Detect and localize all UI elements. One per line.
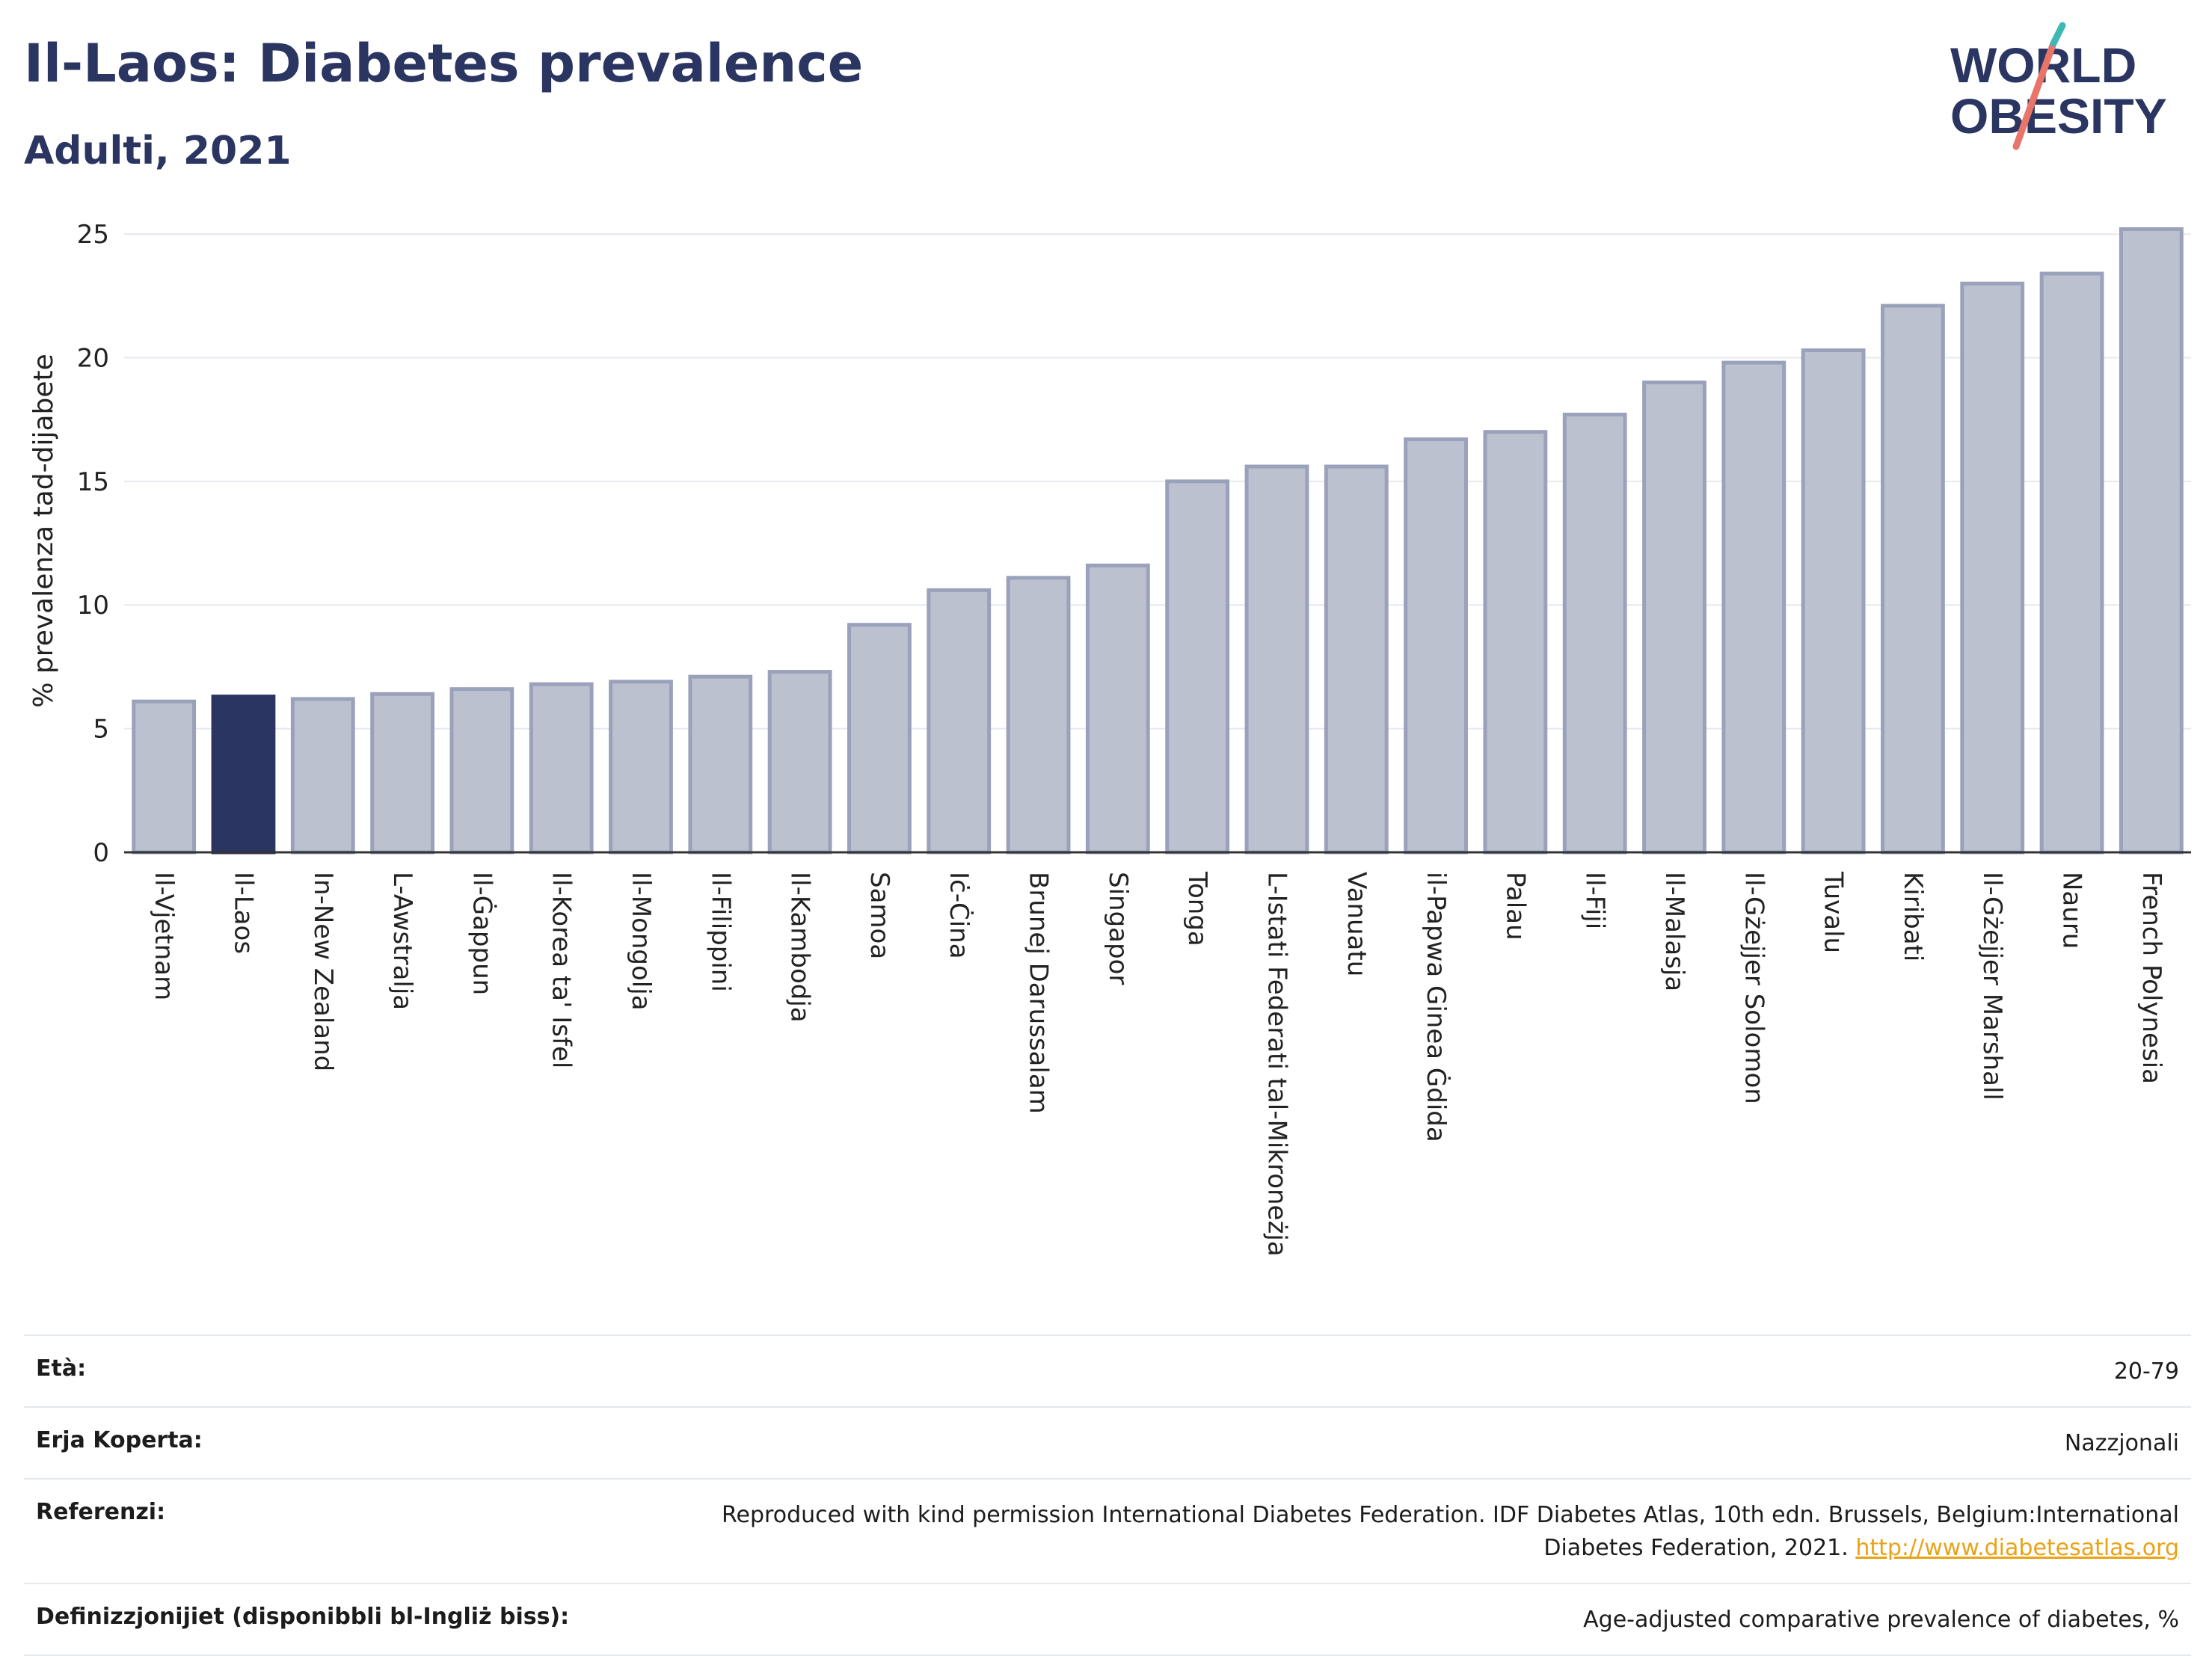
references-label: Referenzi:	[36, 1499, 166, 1525]
x-tick-label: In-New Zealand	[308, 872, 338, 1071]
bar	[1006, 576, 1071, 855]
references-value: Reproduced with kind permission Internat…	[624, 1499, 2179, 1565]
bar-chart: 0 5 10 15 20 25 Il-Vjetnam Il-Laos In-New Zealan…	[28, 220, 2191, 1257]
y-tick-label: 25	[77, 220, 109, 250]
x-tick-label: Il-Ġappun	[467, 872, 497, 995]
y-tick-label: 15	[77, 467, 109, 497]
logo-slash	[2012, 40, 2057, 150]
chart-subtitle: Adulti, 2021	[24, 129, 292, 173]
bar	[1483, 430, 1548, 855]
bar	[290, 697, 355, 855]
x-tick-label: Kiribati	[1898, 872, 1928, 961]
x-tick-label: Vanuatu	[1342, 872, 1371, 976]
area-label: Erja Koperta:	[36, 1427, 203, 1453]
x-tick-label: Brunej Darussalam	[1024, 872, 1054, 1114]
y-tick-label: 20	[77, 343, 109, 373]
x-tick-label: French Polynesia	[2136, 872, 2166, 1084]
x-tick-label: Il-Korea ta' Isfel	[547, 872, 577, 1068]
x-tick-label: Nauru	[2057, 872, 2087, 949]
world-obesity-logo: WORLD OBESITY	[1950, 22, 2167, 150]
info-row-age: Età: 20-79	[24, 1335, 2191, 1406]
y-tick-label: 10	[77, 591, 109, 621]
chart-title: Il-Laos: Diabetes prevalence	[24, 33, 864, 94]
logo-slash-top	[2050, 22, 2066, 47]
x-tick-label: Tonga	[1182, 871, 1212, 946]
logo-word-obesity: OBESITY	[1950, 88, 2167, 144]
x-tick-label: Singapor	[1103, 872, 1133, 985]
x-tick-label: il-Papwa Ginea Ġdida	[1421, 872, 1451, 1142]
info-table: Età: 20-79 Erja Koperta: Nazzjonali Refe…	[24, 1335, 2191, 1656]
y-axis-title: % prevalenza tad-dijabete	[28, 354, 59, 708]
x-tick-label: Il-Laos	[228, 872, 258, 954]
info-row-area: Erja Koperta: Nazzjonali	[24, 1406, 2191, 1478]
x-tick-label: Il-Vjetnam	[149, 872, 179, 1000]
bar	[1801, 348, 1866, 855]
bar	[767, 670, 832, 855]
bar	[1642, 381, 1706, 855]
y-tick-label: 5	[93, 715, 109, 745]
x-tick-label: L-Istati Federati tal-Mikroneżja	[1262, 872, 1291, 1257]
bar	[1165, 479, 1230, 855]
definition-label: Definizzjonijiet (disponibbli bl-Ingliż …	[36, 1604, 570, 1630]
info-row-references: Referenzi: Reproduced with kind permissi…	[24, 1478, 2191, 1583]
x-tick-label: Tuvalu	[1819, 871, 1849, 953]
bar	[211, 695, 276, 855]
definition-value: Age-adjusted comparative prevalence of d…	[1583, 1607, 2179, 1633]
bar	[927, 588, 992, 855]
y-tick-label: 0	[93, 838, 109, 868]
bar	[847, 623, 912, 855]
bar	[1085, 563, 1150, 855]
x-tick-label: Il-Fiji	[1580, 872, 1610, 929]
bar	[1324, 464, 1389, 855]
x-tick-label: Iċ-Ċina	[944, 872, 974, 959]
x-tick-label: Samoa	[864, 872, 894, 959]
bar	[370, 692, 434, 855]
bar	[1881, 304, 1945, 855]
x-tick-label: L-Awstralja	[387, 872, 417, 1010]
x-tick-label: Il-Gżejjer Solomon	[1739, 872, 1769, 1104]
area-value: Nazzjonali	[2064, 1430, 2179, 1456]
references-link[interactable]: http://www.diabetesatlas.org	[1855, 1535, 2179, 1561]
x-tick-label: Il-Malasja	[1659, 872, 1689, 991]
bar	[1562, 413, 1627, 855]
bar	[1244, 464, 1309, 855]
bar	[688, 674, 753, 855]
x-tick-label: Il-Mongolja	[626, 872, 656, 1011]
info-row-definition: Definizzjonijiet (disponibbli bl-Ingliż …	[24, 1583, 2191, 1656]
x-tick-label: Il-Gżejjer Marshall	[1977, 872, 2007, 1101]
references-text: Reproduced with kind permission Internat…	[722, 1502, 2179, 1561]
bar	[1960, 281, 2025, 855]
x-tick-label: Il-Kambodja	[785, 872, 815, 1023]
age-label: Età:	[36, 1355, 87, 1382]
bar	[2039, 271, 2104, 855]
bar	[609, 680, 673, 855]
bar	[529, 682, 594, 855]
x-tick-label: Il-Filippini	[705, 872, 735, 992]
age-value: 20-79	[2113, 1358, 2179, 1385]
bar	[449, 687, 514, 855]
bar	[132, 699, 197, 855]
bar	[1404, 437, 1468, 855]
bar	[1721, 360, 1787, 855]
bar	[2119, 227, 2184, 855]
x-tick-label: Palau	[1500, 872, 1530, 941]
